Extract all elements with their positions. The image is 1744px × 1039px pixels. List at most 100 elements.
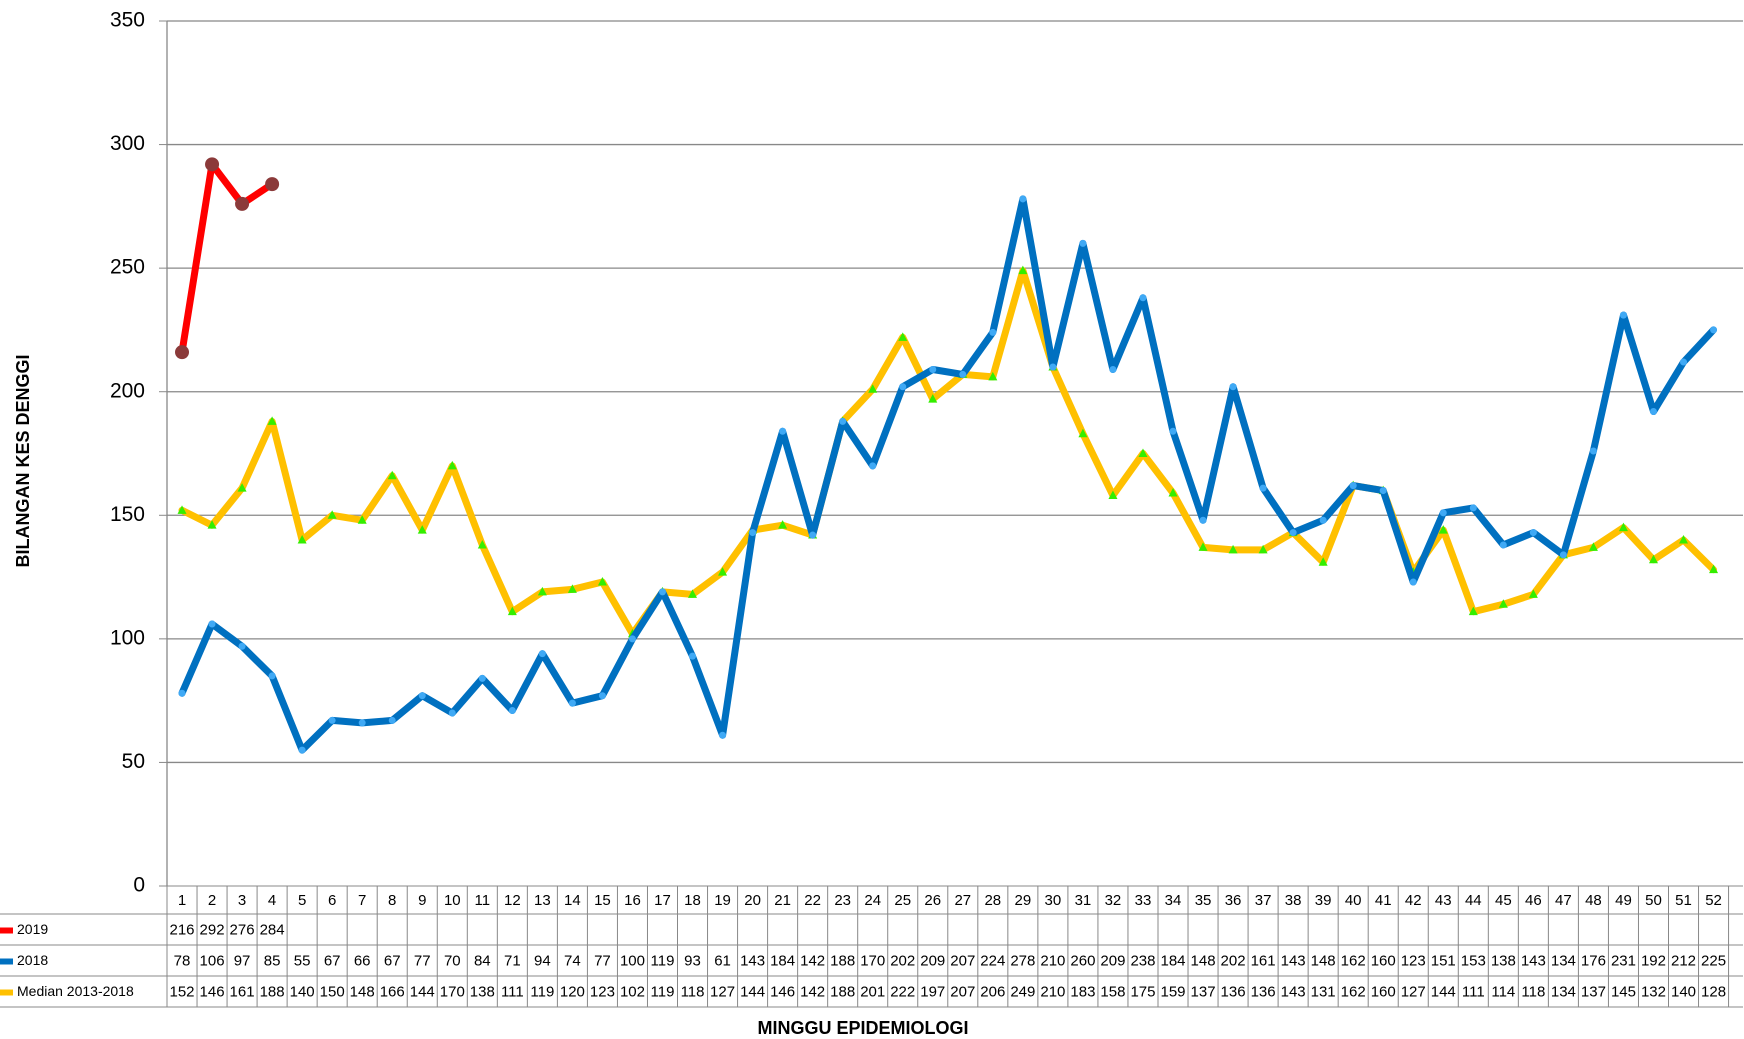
table-value: 102 — [620, 983, 645, 1000]
marker — [598, 692, 606, 700]
table-value: 151 — [1431, 952, 1456, 969]
marker — [1679, 535, 1689, 544]
marker — [448, 709, 456, 717]
x-tick-label: 40 — [1345, 892, 1362, 909]
marker — [1228, 544, 1238, 554]
table-value: 100 — [620, 952, 645, 969]
marker — [567, 584, 577, 593]
marker — [1498, 599, 1508, 608]
marker — [1409, 578, 1417, 586]
x-tick-label: 18 — [684, 892, 701, 909]
marker — [1709, 564, 1719, 574]
x-tick-label: 4 — [268, 892, 276, 909]
x-axis-title: MINGGU EPIDEMIOLOGI — [757, 1018, 968, 1038]
marker — [388, 716, 396, 724]
x-tick-label: 30 — [1045, 892, 1062, 909]
table-value: 94 — [534, 952, 551, 969]
table-value: 123 — [590, 983, 615, 1000]
x-tick-label: 13 — [534, 892, 551, 909]
marker — [1049, 363, 1057, 371]
legend-label: 2019 — [17, 921, 48, 937]
table-value: 292 — [200, 921, 225, 938]
marker — [357, 515, 367, 524]
marker — [1499, 541, 1507, 549]
x-tick-label: 29 — [1015, 892, 1032, 909]
marker — [175, 345, 190, 360]
table-value: 176 — [1581, 952, 1606, 969]
x-tick-label: 6 — [328, 892, 336, 909]
marker — [1138, 448, 1148, 457]
table-value: 67 — [384, 952, 401, 969]
table-value: 136 — [1251, 983, 1276, 1000]
x-tick-label: 28 — [984, 892, 1001, 909]
marker — [779, 427, 787, 435]
table-value: 144 — [740, 983, 765, 1000]
table-value: 159 — [1160, 983, 1185, 1000]
marker — [989, 328, 997, 336]
marker — [839, 417, 847, 425]
marker — [1529, 529, 1537, 537]
table-value: 146 — [200, 983, 225, 1000]
marker — [237, 483, 247, 492]
table-value: 138 — [470, 983, 495, 1000]
x-tick-label: 43 — [1435, 892, 1452, 909]
table-value: 128 — [1701, 983, 1726, 1000]
table-value: 74 — [564, 952, 581, 969]
table-value: 188 — [830, 983, 855, 1000]
y-tick-label: 150 — [110, 503, 145, 526]
table-value: 212 — [1671, 952, 1696, 969]
table-value: 148 — [1191, 952, 1216, 969]
table-value: 249 — [1010, 983, 1035, 1000]
table-value: 184 — [770, 952, 795, 969]
marker — [719, 731, 727, 739]
marker — [1559, 551, 1567, 559]
marker — [1229, 383, 1237, 391]
table-value: 66 — [354, 952, 371, 969]
table-value: 224 — [980, 952, 1005, 969]
x-tick-label: 51 — [1675, 892, 1692, 909]
table-value: 67 — [324, 952, 341, 969]
table-value: 118 — [681, 983, 705, 1000]
table-value: 55 — [294, 952, 311, 969]
marker — [1379, 487, 1387, 495]
table-value: 166 — [380, 983, 405, 1000]
marker — [418, 692, 426, 700]
x-tick-label: 9 — [418, 892, 426, 909]
table-value: 143 — [1281, 983, 1306, 1000]
y-tick-label: 250 — [110, 256, 145, 279]
marker — [478, 674, 486, 682]
x-tick-label: 44 — [1465, 892, 1482, 909]
table-value: 111 — [501, 983, 524, 1000]
x-tick-label: 19 — [714, 892, 731, 909]
x-tick-label: 34 — [1165, 892, 1182, 909]
data-table: 1 2 3 4 5 6 7 8 9 10 11 12 13 14 15 16 17 18 19 20 21 22 23 24 2… — [0, 885, 1743, 1008]
marker — [1289, 529, 1297, 537]
table-value: 207 — [950, 952, 975, 969]
table-value: 276 — [230, 921, 255, 938]
table-value: 144 — [410, 983, 435, 1000]
marker — [178, 689, 186, 697]
x-tick-label: 21 — [774, 892, 791, 909]
marker — [869, 462, 877, 470]
table-value: 170 — [440, 983, 465, 1000]
x-tick-label: 15 — [594, 892, 611, 909]
table-value: 188 — [830, 952, 855, 969]
table-value: 123 — [1401, 952, 1426, 969]
x-tick-label: 50 — [1645, 892, 1662, 909]
x-tick-label: 49 — [1615, 892, 1632, 909]
x-tick-label: 20 — [744, 892, 761, 909]
x-tick-label: 48 — [1585, 892, 1602, 909]
marker — [235, 196, 250, 211]
marker — [298, 746, 306, 754]
table-value: 153 — [1461, 952, 1486, 969]
x-tick-label: 23 — [834, 892, 851, 909]
marker — [1619, 311, 1627, 319]
x-tick-label: 36 — [1225, 892, 1242, 909]
table-value: 71 — [504, 952, 521, 969]
table-value: 207 — [950, 983, 975, 1000]
table-value: 222 — [890, 983, 915, 1000]
marker — [568, 699, 576, 707]
table-value: 142 — [800, 983, 825, 1000]
